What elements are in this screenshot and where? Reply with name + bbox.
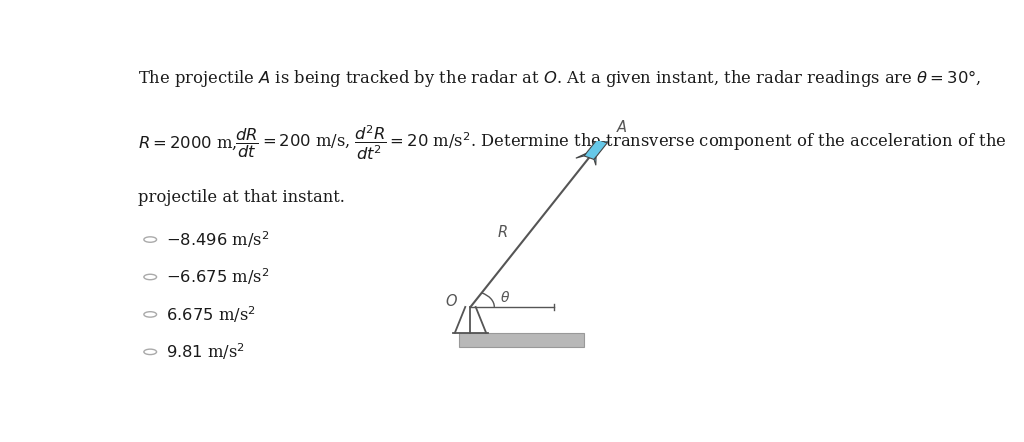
Text: $9.81 $ m/s$^2$: $9.81 $ m/s$^2$: [166, 342, 245, 362]
Text: $-8.496 $ m/s$^2$: $-8.496 $ m/s$^2$: [166, 229, 269, 250]
Text: $6.675 $ m/s$^2$: $6.675 $ m/s$^2$: [166, 304, 256, 325]
Text: The projectile $\mathit{A}$ is being tracked by the radar at $\mathit{O}$. At a : The projectile $\mathit{A}$ is being tra…: [138, 69, 982, 89]
Text: projectile at that instant.: projectile at that instant.: [138, 189, 345, 206]
Text: $O$: $O$: [445, 293, 458, 309]
Polygon shape: [594, 157, 596, 165]
Text: $\theta$: $\theta$: [501, 290, 511, 305]
Text: $A$: $A$: [616, 119, 629, 135]
Text: $\dfrac{d^{2}R}{dt^{2}} = 20$ m/s$^{2}$. Determine the transverse component of t: $\dfrac{d^{2}R}{dt^{2}} = 20$ m/s$^{2}$.…: [354, 124, 1007, 163]
Polygon shape: [584, 139, 607, 160]
Text: $R = 2000$ m,: $R = 2000$ m,: [138, 134, 238, 152]
Text: $R$: $R$: [497, 224, 508, 240]
Text: $\dfrac{dR}{dt} = 200$ m/s,: $\dfrac{dR}{dt} = 200$ m/s,: [236, 127, 350, 160]
Polygon shape: [597, 136, 607, 143]
Polygon shape: [575, 153, 586, 158]
Text: $-6.675 $ m/s$^2$: $-6.675 $ m/s$^2$: [166, 267, 269, 287]
Bar: [459, 333, 584, 347]
